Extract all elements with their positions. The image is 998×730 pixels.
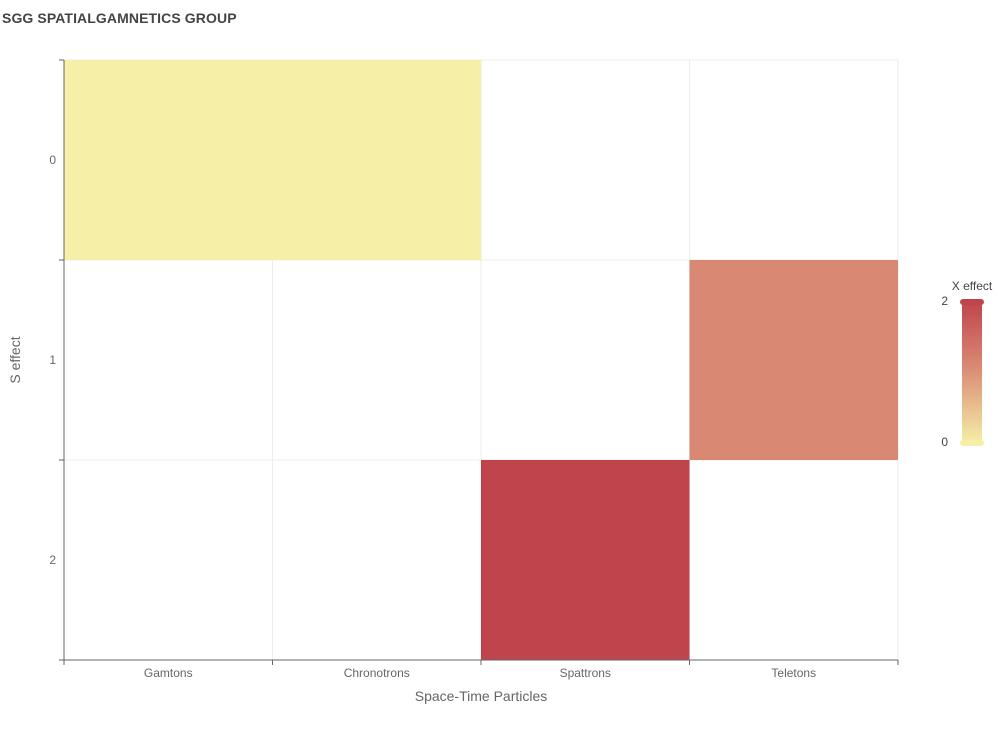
legend-title: X effect [952,279,993,293]
legend-min-cap [960,440,984,446]
y-tick-label: 1 [49,353,56,367]
heatmap-cells [64,60,898,660]
x-tick-label: Spattrons [560,666,611,680]
heatmap-cell [481,460,690,660]
legend-color-bar [962,301,982,444]
y-tick-label: 2 [49,553,56,567]
x-axis-title: Space-Time Particles [415,688,548,704]
heatmap-cell [689,260,898,460]
x-tick-label: Chronotrons [344,666,410,680]
y-axis-title: S effect [7,336,23,383]
heatmap-cell [64,60,273,260]
color-legend: X effect 2 0 [941,279,993,449]
x-tick-label: Teletons [771,666,816,680]
chart-title: SGG SPATIALGAMNETICS GROUP [2,10,237,26]
y-tick-label: 0 [49,153,56,167]
legend-max-label: 2 [941,294,948,308]
legend-max-cap [960,299,984,305]
x-tick-label: Gamtons [144,666,193,680]
legend-min-label: 0 [941,435,948,449]
heatmap-cell [272,60,481,260]
axes: 0 1 2 Gamtons Chronotrons Spattrons Teletons [49,59,899,680]
